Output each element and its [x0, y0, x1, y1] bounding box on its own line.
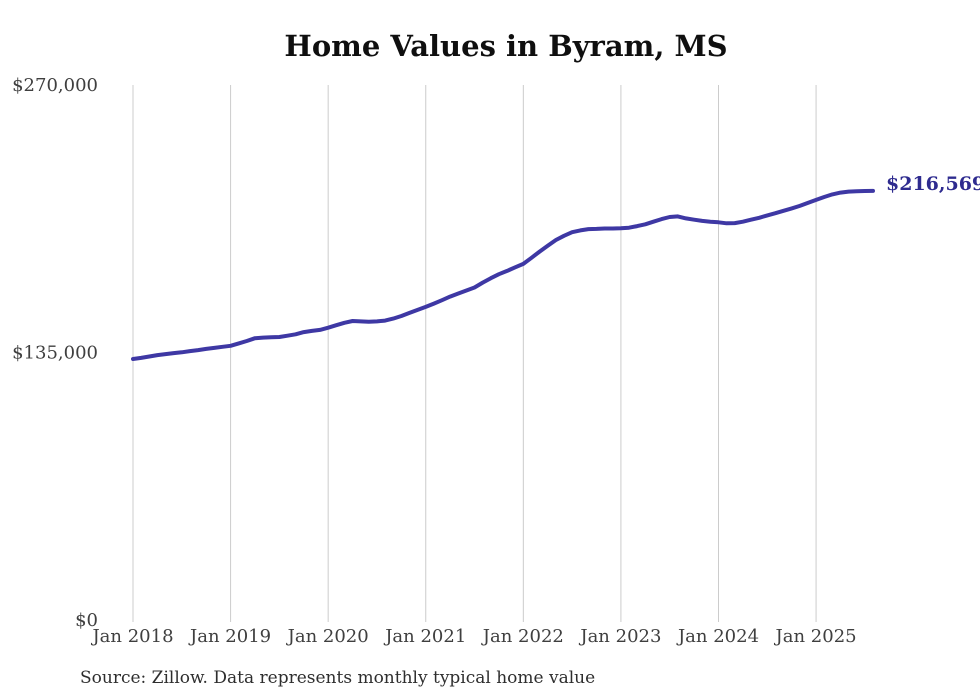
x-axis-tick-label: Jan 2025: [774, 626, 857, 647]
x-axis-tick-label: Jan 2023: [578, 626, 661, 647]
y-axis-tick-label: $135,000: [12, 343, 98, 364]
y-axis-tick-label: $270,000: [12, 75, 98, 96]
y-axis: $270,000 $135,000 $0: [12, 75, 98, 631]
y-axis-tick-label: $0: [75, 610, 98, 631]
x-axis-tick-label: Jan 2021: [383, 626, 466, 647]
end-value-label: $216,569: [886, 173, 980, 195]
x-axis-tick-label: Jan 2022: [481, 626, 564, 647]
gridlines: [132, 85, 817, 622]
chart-title: Home Values in Byram, MS: [284, 29, 727, 63]
x-axis-tick-label: Jan 2024: [676, 626, 759, 647]
x-axis-tick-label: Jan 2020: [286, 626, 369, 647]
source-note: Source: Zillow. Data represents monthly …: [80, 668, 595, 688]
x-axis-tick-label: Jan 2018: [90, 626, 173, 647]
value-line: [131, 188, 875, 361]
x-axis-tick-label: Jan 2019: [188, 626, 271, 647]
x-axis: Jan 2018 Jan 2019 Jan 2020 Jan 2021 Jan …: [90, 626, 856, 647]
